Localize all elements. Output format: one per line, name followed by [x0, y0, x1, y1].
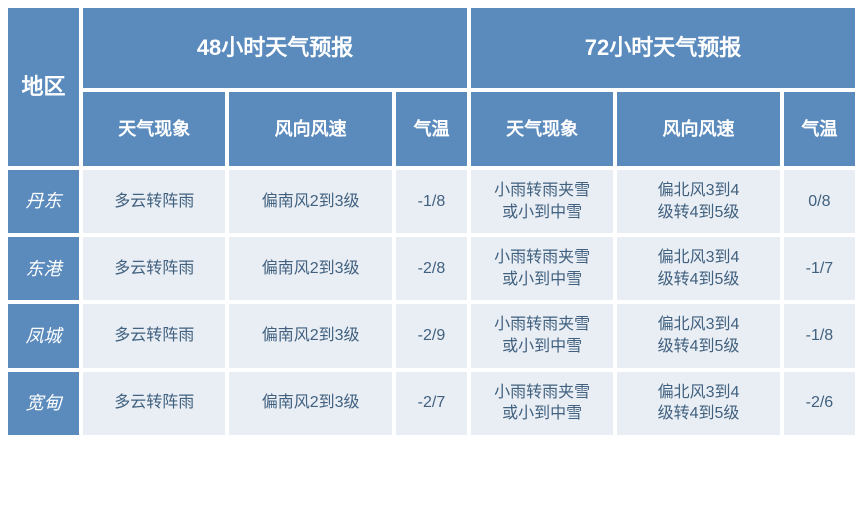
- table-row: 凤城多云转阵雨偏南风2到3级-2/9小雨转雨夹雪或小到中雪偏北风3到4级转4到5…: [8, 304, 855, 367]
- cell-phenomenon-72: 小雨转雨夹雪或小到中雪: [471, 372, 613, 435]
- cell-wind-48: 偏南风2到3级: [229, 237, 392, 300]
- row-header-region: 宽甸: [8, 372, 79, 435]
- col-header-region: 地区: [8, 8, 79, 166]
- col-header-phenomenon-48: 天气现象: [83, 92, 225, 166]
- row-header-region: 丹东: [8, 170, 79, 233]
- table-row: 东港多云转阵雨偏南风2到3级-2/8小雨转雨夹雪或小到中雪偏北风3到4级转4到5…: [8, 237, 855, 300]
- cell-wind-48: 偏南风2到3级: [229, 372, 392, 435]
- cell-phenomenon-72: 小雨转雨夹雪或小到中雪: [471, 170, 613, 233]
- cell-phenomenon-72: 小雨转雨夹雪或小到中雪: [471, 304, 613, 367]
- forecast-tbody: 丹东多云转阵雨偏南风2到3级-1/8小雨转雨夹雪或小到中雪偏北风3到4级转4到5…: [8, 170, 855, 435]
- group-header-72h: 72小时天气预报: [471, 8, 855, 88]
- col-header-wind-48: 风向风速: [229, 92, 392, 166]
- col-header-phenomenon-72: 天气现象: [471, 92, 613, 166]
- header-row-columns: 天气现象 风向风速 气温 天气现象 风向风速 气温: [8, 92, 855, 166]
- col-header-temp-72: 气温: [784, 92, 855, 166]
- cell-phenomenon-48: 多云转阵雨: [83, 304, 225, 367]
- row-header-region: 凤城: [8, 304, 79, 367]
- cell-wind-72: 偏北风3到4级转4到5级: [617, 237, 780, 300]
- cell-temp-48: -1/8: [396, 170, 467, 233]
- table-row: 宽甸多云转阵雨偏南风2到3级-2/7小雨转雨夹雪或小到中雪偏北风3到4级转4到5…: [8, 372, 855, 435]
- cell-wind-48: 偏南风2到3级: [229, 304, 392, 367]
- cell-wind-72: 偏北风3到4级转4到5级: [617, 170, 780, 233]
- cell-phenomenon-48: 多云转阵雨: [83, 170, 225, 233]
- row-header-region: 东港: [8, 237, 79, 300]
- cell-wind-48: 偏南风2到3级: [229, 170, 392, 233]
- col-header-wind-72: 风向风速: [617, 92, 780, 166]
- cell-temp-48: -2/8: [396, 237, 467, 300]
- cell-phenomenon-48: 多云转阵雨: [83, 372, 225, 435]
- forecast-table-container: 地区 48小时天气预报 72小时天气预报 天气现象 风向风速 气温 天气现象 风…: [0, 0, 863, 443]
- cell-temp-72: -1/7: [784, 237, 855, 300]
- cell-wind-72: 偏北风3到4级转4到5级: [617, 372, 780, 435]
- group-header-48h: 48小时天气预报: [83, 8, 467, 88]
- cell-temp-72: 0/8: [784, 170, 855, 233]
- cell-temp-72: -1/8: [784, 304, 855, 367]
- table-row: 丹东多云转阵雨偏南风2到3级-1/8小雨转雨夹雪或小到中雪偏北风3到4级转4到5…: [8, 170, 855, 233]
- cell-temp-48: -2/9: [396, 304, 467, 367]
- cell-phenomenon-48: 多云转阵雨: [83, 237, 225, 300]
- cell-temp-48: -2/7: [396, 372, 467, 435]
- header-row-groups: 地区 48小时天气预报 72小时天气预报: [8, 8, 855, 88]
- cell-wind-72: 偏北风3到4级转4到5级: [617, 304, 780, 367]
- forecast-table: 地区 48小时天气预报 72小时天气预报 天气现象 风向风速 气温 天气现象 风…: [4, 4, 859, 439]
- col-header-temp-48: 气温: [396, 92, 467, 166]
- cell-temp-72: -2/6: [784, 372, 855, 435]
- cell-phenomenon-72: 小雨转雨夹雪或小到中雪: [471, 237, 613, 300]
